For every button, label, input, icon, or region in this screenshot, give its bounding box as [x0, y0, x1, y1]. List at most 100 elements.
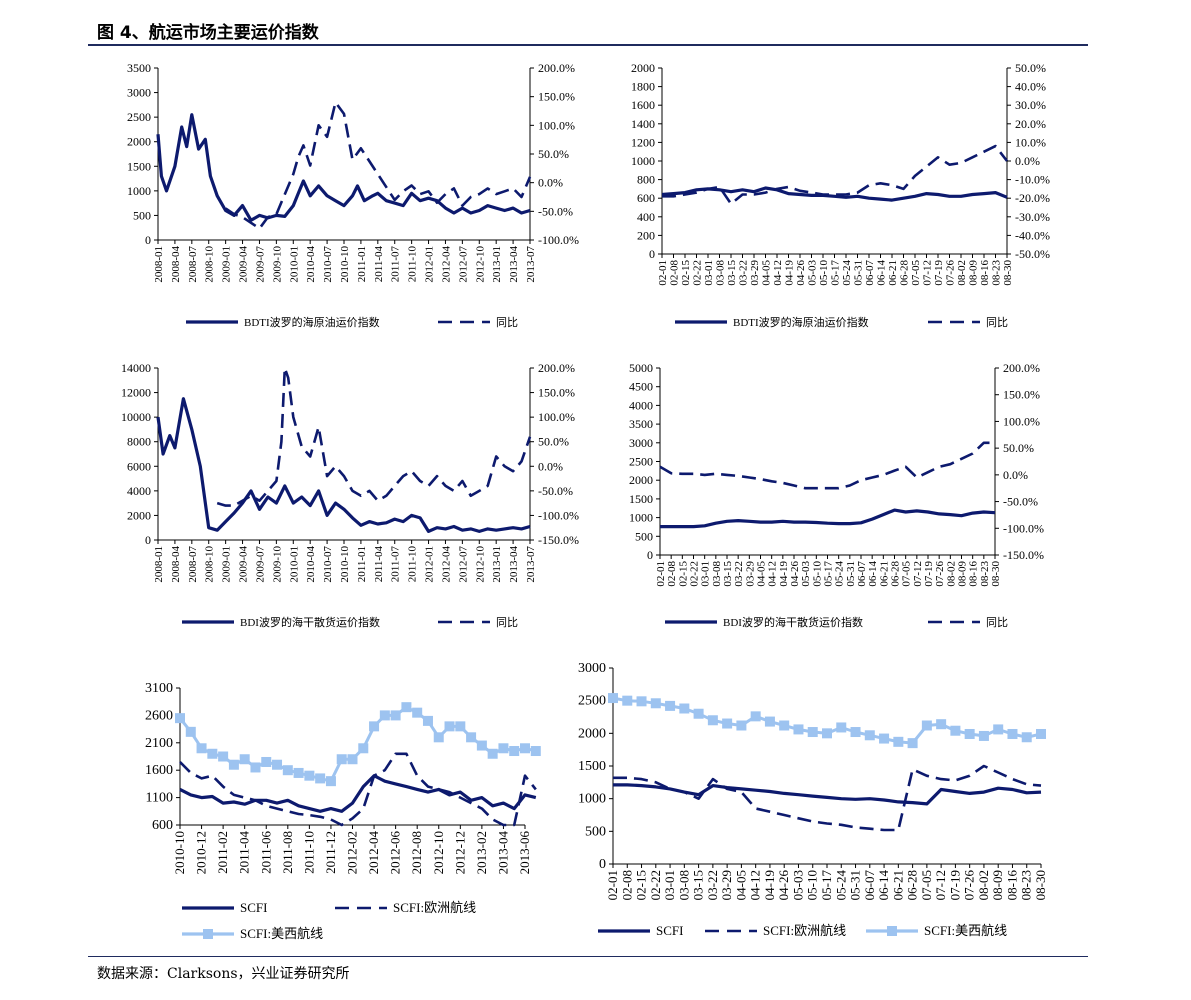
y-tick-label-left: 2000	[578, 726, 606, 741]
x-tick-label: 04-12	[748, 870, 763, 900]
series-line-1	[660, 508, 996, 529]
x-tick-label: 2008-04	[170, 546, 182, 583]
series-marker	[239, 754, 250, 765]
x-tick-label: 2012-12	[452, 831, 467, 874]
series-marker	[950, 725, 961, 736]
x-tick-label: 2012-06	[388, 831, 403, 875]
x-tick-label: 08-09	[968, 260, 980, 286]
x-tick-label: 05-17	[823, 561, 835, 587]
series-marker	[293, 767, 304, 778]
series-marker	[282, 765, 293, 776]
series-marker	[272, 759, 283, 770]
series-marker	[822, 728, 832, 739]
source-note: 数据来源：Clarksons，兴业证券研究所	[97, 966, 350, 982]
y-tick-label-right: 100.0%	[538, 410, 575, 424]
y-tick-label-left: 3000	[629, 436, 653, 450]
series-line-1	[661, 186, 1008, 202]
x-tick-label: 08-16	[1004, 870, 1019, 901]
x-tick-label: 03-08	[676, 870, 691, 900]
legend-label: SCFI	[656, 923, 683, 938]
series-marker	[921, 720, 932, 731]
series-marker	[936, 719, 947, 730]
y-tick-label-left: 2000	[127, 508, 151, 522]
series-marker	[864, 730, 875, 741]
x-tick-label: 2011-10	[301, 831, 316, 874]
y-tick-label-right: 0.0%	[1015, 154, 1040, 168]
x-tick-label: 2011-10	[407, 546, 419, 583]
y-tick-label-right: 20.0%	[1015, 117, 1046, 131]
x-tick-label: 2008-01	[153, 246, 165, 283]
x-tick-label: 05-24	[833, 870, 848, 901]
x-tick-label: 2010-07	[322, 246, 334, 283]
series-marker	[369, 721, 380, 732]
y-tick-label-left: 400	[637, 210, 655, 224]
x-tick-label: 2008-04	[170, 246, 182, 283]
x-tick-label: 03-01	[700, 561, 712, 587]
y-tick-label-right: 200.0%	[538, 61, 575, 75]
x-tick-label: 08-02	[976, 870, 991, 900]
series-marker	[325, 776, 336, 787]
y-tick-label-left: 3500	[127, 61, 151, 75]
y-tick-label-left: 6000	[127, 459, 151, 473]
series-line-2	[179, 752, 537, 827]
x-tick-label: 2012-10	[474, 246, 486, 283]
series-marker	[422, 715, 433, 726]
y-tick-label-left: 1600	[145, 763, 173, 778]
y-tick-label-right: 100.0%	[1003, 414, 1040, 428]
x-tick-label: 03-08	[715, 260, 727, 286]
x-tick-label: 07-26	[934, 561, 946, 587]
series-marker	[455, 721, 466, 732]
series-line-2	[662, 144, 1009, 206]
series-marker	[1021, 732, 1032, 743]
series-marker	[736, 720, 747, 731]
series-marker	[650, 698, 661, 709]
x-tick-label: 2012-04	[440, 246, 452, 283]
y-tick-label-right: 50.0%	[1015, 61, 1046, 75]
series-marker	[850, 727, 861, 738]
series-marker	[185, 726, 196, 737]
series-marker	[793, 724, 804, 735]
x-tick-label: 04-26	[789, 561, 801, 587]
x-tick-label: 06-07	[862, 870, 877, 901]
x-tick-label: 2010-01	[288, 546, 300, 583]
x-tick-label: 06-21	[878, 561, 890, 587]
y-tick-label-left: 2600	[145, 708, 173, 723]
y-tick-label-right: -50.0%	[538, 204, 573, 218]
x-tick-label: 2009-01	[221, 246, 233, 283]
y-tick-label-right: -100.0%	[1003, 521, 1044, 535]
y-tick-label-left: 1500	[127, 159, 151, 173]
y-tick-label-left: 0	[647, 548, 653, 562]
x-tick-label: 2012-10	[431, 831, 446, 874]
x-tick-label: 03-29	[719, 870, 734, 900]
x-tick-label: 2013-01	[491, 546, 503, 583]
series-marker	[401, 702, 412, 713]
x-tick-label: 2010-10	[339, 246, 351, 283]
x-tick-label: 2013-06	[517, 831, 532, 875]
x-tick-label: 03-29	[749, 260, 761, 286]
x-tick-label: 2013-02	[474, 831, 489, 874]
x-tick-label: 04-26	[776, 870, 791, 901]
series-line-2	[224, 101, 532, 230]
x-tick-label: 2011-01	[356, 546, 368, 582]
x-tick-label: 05-10	[805, 870, 820, 900]
legend-marker	[203, 929, 213, 939]
x-tick-label: 08-30	[990, 561, 1002, 587]
x-tick-label: 07-19	[933, 260, 945, 286]
x-tick-label: 2010-04	[305, 546, 317, 583]
y-tick-label-right: 50.0%	[538, 147, 569, 161]
x-tick-label: 05-24	[841, 260, 853, 286]
y-tick-label-right: -150.0%	[1003, 548, 1044, 562]
x-tick-label: 06-07	[856, 561, 868, 587]
series-marker	[336, 754, 347, 765]
legend-label: BDTI波罗的海原油运价指数	[244, 315, 380, 329]
y-tick-label-right: 0.0%	[538, 459, 563, 473]
y-tick-label-left: 200	[637, 228, 655, 242]
x-tick-label: 03-01	[662, 870, 677, 900]
y-tick-label-right: 200.0%	[1003, 361, 1040, 375]
y-tick-label-left: 1000	[631, 154, 655, 168]
series-marker	[379, 710, 390, 721]
series-marker	[1007, 728, 1018, 739]
x-tick-label: 2012-02	[345, 831, 360, 874]
x-tick-label: 03-15	[726, 260, 738, 286]
y-tick-label-right: 10.0%	[1015, 135, 1046, 149]
